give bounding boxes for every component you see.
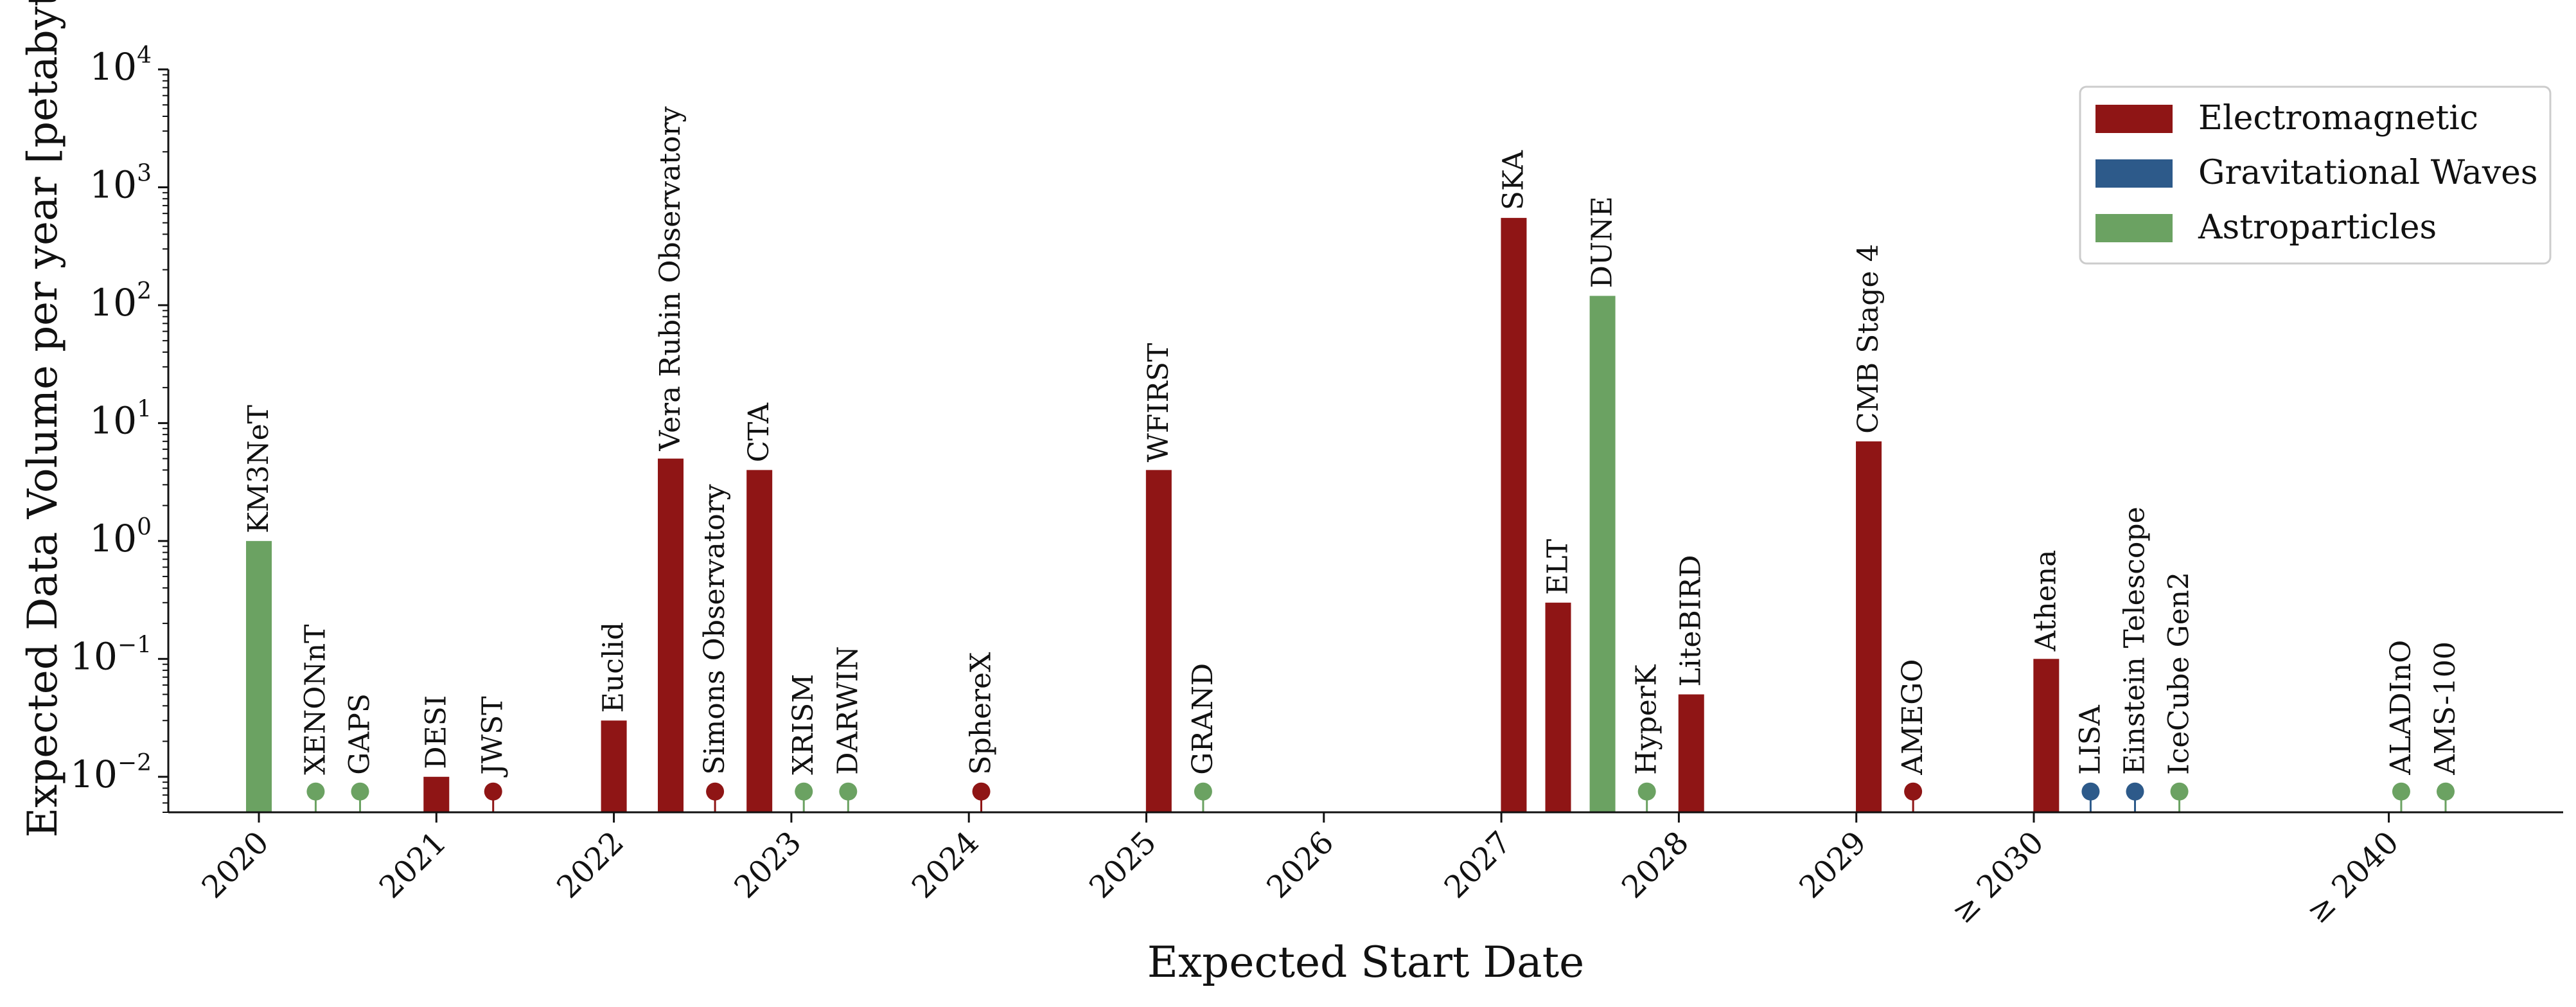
item-label: SKA bbox=[1497, 150, 1530, 210]
item-label: JWST bbox=[477, 696, 509, 777]
legend-swatch bbox=[2095, 214, 2173, 242]
y-tick-label: 101 bbox=[89, 396, 152, 442]
y-tick-label: 102 bbox=[89, 278, 152, 325]
x-tick-label: ≥ 2040 bbox=[2300, 824, 2406, 931]
y-tick-label: 104 bbox=[89, 42, 152, 89]
y-tick-label: 10−2 bbox=[70, 750, 152, 796]
item-label: Simons Observatory bbox=[698, 484, 731, 775]
item-label: AMEGO bbox=[1896, 659, 1929, 776]
y-axis-label: Expected Data Volume per year [petabytes… bbox=[19, 0, 67, 837]
bar-cta bbox=[746, 470, 773, 812]
bar-wfirst bbox=[1145, 470, 1172, 812]
item-label: IceCube Gen2 bbox=[2163, 572, 2196, 775]
legend-label: Astroparticles bbox=[2198, 208, 2437, 247]
item-label: XENONnT bbox=[299, 624, 331, 774]
y-tick-label: 103 bbox=[89, 160, 152, 206]
bar-litebird bbox=[1678, 694, 1704, 812]
y-tick-label: 10−1 bbox=[70, 632, 152, 678]
marker-jwst bbox=[484, 782, 502, 801]
bar-vera-rubin-observatory bbox=[658, 458, 684, 812]
chart-marks: KM3NeT XENONnT GAPS DESI JWST Euclid Vera Rubi… bbox=[242, 106, 2462, 813]
item-label: HyperK bbox=[1630, 664, 1663, 774]
marker-simons-observatory bbox=[706, 782, 725, 801]
x-axis-label: Expected Start Date bbox=[1147, 938, 1584, 987]
item-label: Einstein Telescope bbox=[2118, 506, 2151, 774]
marker-icecube-gen2 bbox=[2170, 782, 2189, 801]
item-label: ELT bbox=[1542, 539, 1575, 595]
x-tick-label: 2028 bbox=[1615, 824, 1696, 905]
x-tick-label: 2020 bbox=[195, 824, 276, 905]
legend-swatch bbox=[2095, 159, 2173, 188]
item-label: DESI bbox=[419, 695, 452, 769]
marker-amego bbox=[1904, 782, 1923, 801]
bar-ska bbox=[1501, 218, 1527, 812]
x-tick-label: 2027 bbox=[1438, 824, 1519, 905]
item-label: Vera Rubin Observatory bbox=[654, 106, 687, 451]
legend-label: Gravitational Waves bbox=[2198, 154, 2538, 192]
item-label: LISA bbox=[2074, 704, 2106, 775]
item-label: LiteBIRD bbox=[1675, 555, 1707, 686]
item-label: Euclid bbox=[597, 622, 630, 713]
x-tick-label: 2022 bbox=[550, 824, 631, 905]
axes bbox=[167, 69, 2563, 814]
bar-dune bbox=[1589, 296, 1616, 813]
marker-aladino bbox=[2392, 782, 2410, 801]
item-label: Athena bbox=[2029, 550, 2062, 652]
item-label: GAPS bbox=[343, 693, 376, 775]
legend-frame bbox=[2079, 85, 2552, 265]
legend: Electromagnetic Gravitational Waves Astrop… bbox=[2079, 85, 2552, 265]
marker-xenonnt bbox=[306, 782, 325, 801]
legend-swatch bbox=[2095, 105, 2173, 133]
bar-athena bbox=[2033, 659, 2060, 812]
marker-xrism bbox=[795, 782, 813, 801]
item-label: ALADInO bbox=[2385, 640, 2417, 776]
item-label: CTA bbox=[743, 402, 775, 463]
bar-elt bbox=[1545, 602, 1571, 812]
item-label: WFIRST bbox=[1142, 343, 1175, 463]
x-tick-label: 2021 bbox=[373, 824, 454, 905]
marker-spherex bbox=[972, 782, 991, 801]
marker-lisa bbox=[2081, 782, 2100, 801]
legend-label: Electromagnetic bbox=[2198, 99, 2478, 138]
item-label: SphereX bbox=[965, 652, 998, 775]
item-label: GRAND bbox=[1187, 663, 1219, 775]
item-label: AMS-100 bbox=[2429, 641, 2462, 775]
item-label: DARWIN bbox=[831, 646, 864, 774]
marker-hyperk bbox=[1637, 782, 1656, 801]
marker-einstein-telescope bbox=[2126, 782, 2144, 801]
y-tick-label: 100 bbox=[89, 514, 152, 560]
item-label: DUNE bbox=[1586, 196, 1619, 288]
marker-gaps bbox=[351, 782, 369, 801]
bar-cmb-stage-4 bbox=[1856, 441, 1882, 812]
item-label: CMB Stage 4 bbox=[1852, 244, 1885, 434]
bar-euclid bbox=[601, 720, 627, 812]
marker-ams-100 bbox=[2437, 782, 2455, 801]
x-tick-label: 2024 bbox=[905, 824, 986, 905]
x-tick-label: 2026 bbox=[1260, 824, 1341, 905]
x-tick-label: 2029 bbox=[1792, 824, 1873, 905]
x-tick-label: ≥ 2030 bbox=[1945, 824, 2051, 931]
bar-desi bbox=[423, 776, 450, 812]
marker-darwin bbox=[839, 782, 858, 801]
x-tick-label: 2023 bbox=[727, 824, 808, 905]
bar-km3net bbox=[246, 540, 272, 812]
x-tick-label: 2025 bbox=[1082, 824, 1163, 905]
item-label: XRISM bbox=[787, 674, 820, 775]
item-label: KM3NeT bbox=[242, 405, 275, 533]
marker-grand bbox=[1194, 782, 1212, 801]
